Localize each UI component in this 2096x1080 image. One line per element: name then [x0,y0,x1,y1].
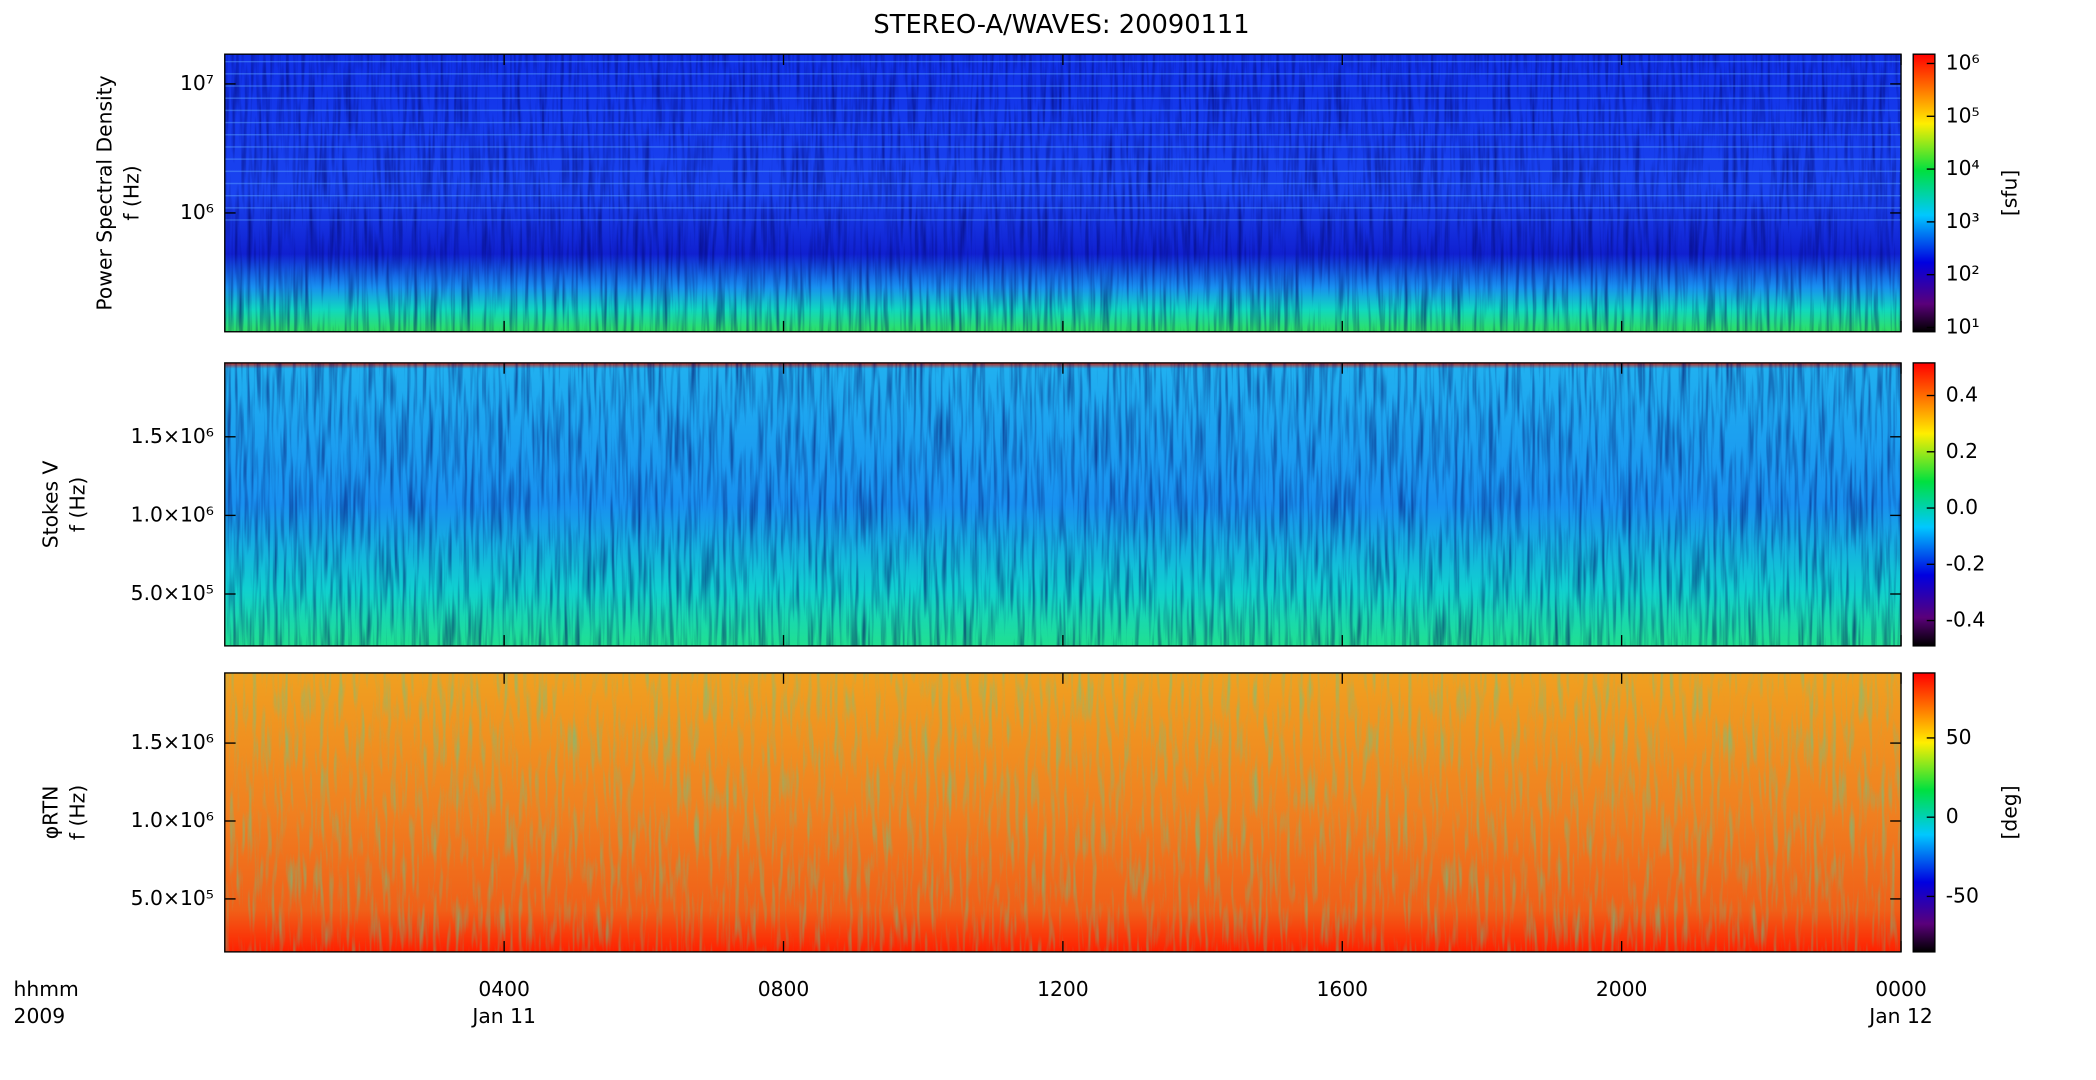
colorbar-label: [sfu] [1998,170,2022,216]
x-axis-label: hhmm [14,977,79,1001]
y-tick-label: 1.5×10⁶ [131,730,214,754]
colorbar-label: [deg] [1998,785,2022,839]
y-axis-label: f (Hz) [66,477,90,532]
y-tick-label: 1.0×10⁶ [131,502,214,526]
x-date-label: Jan 12 [1867,1004,1933,1028]
y-tick-label: 10⁶ [180,200,214,224]
x-tick-label: 1600 [1316,977,1368,1001]
colorbar-tick-label: -0.4 [1946,608,1986,632]
x-tick-label: 1200 [1037,977,1089,1001]
y-tick-label: 1.0×10⁶ [131,808,214,832]
y-axis-label: f (Hz) [66,785,90,840]
colorbar [1912,362,1936,647]
colorbar-tick-label: 10⁶ [1946,50,1980,74]
spectrogram-texture [224,362,1902,646]
colorbar-tick-label: 0.0 [1946,495,1978,519]
y-axis-label: Stokes V [38,460,62,548]
y-tick-label: 5.0×10⁵ [131,886,214,910]
colorbar-tick-label: 10³ [1946,209,1980,233]
chart-title: STEREO-A/WAVES: 20090111 [873,10,1249,40]
y-axis-label: f (Hz) [120,165,144,220]
colorbar-tick-label: 0.2 [1946,439,1978,463]
colorbar-tick-label: -50 [1946,883,1979,907]
spectrogram-lines [224,54,1902,221]
colorbar-tick-label: 10⁵ [1946,103,1980,127]
y-tick-label: 5.0×10⁵ [131,581,214,605]
colorbar-tick-label: 50 [1946,725,1972,749]
colorbar-tick-label: 10⁴ [1946,156,1980,180]
y-tick-label: 10⁷ [180,71,214,95]
colorbar-tick-label: 0 [1946,804,1959,828]
x-tick-label: 0000 [1875,977,1927,1001]
y-tick-label: 1.5×10⁶ [131,424,214,448]
spectrogram-texture [224,672,1902,952]
colorbar [1912,53,1936,333]
x-tick-label: 2000 [1596,977,1648,1001]
colorbar-tick-label: 10² [1946,262,1980,286]
colorbar-tick-label: 10¹ [1946,314,1980,338]
colorbar-tick-label: -0.2 [1946,551,1986,575]
x-axis-label: 2009 [14,1004,66,1028]
colorbar [1912,672,1936,953]
y-axis-label: Power Spectral Density [93,75,117,310]
x-date-label: Jan 11 [470,1004,536,1028]
x-tick-label: 0400 [478,977,530,1001]
y-axis-label: φRTN [38,786,62,840]
colorbar-tick-label: 0.4 [1946,383,1978,407]
x-tick-label: 0800 [758,977,810,1001]
